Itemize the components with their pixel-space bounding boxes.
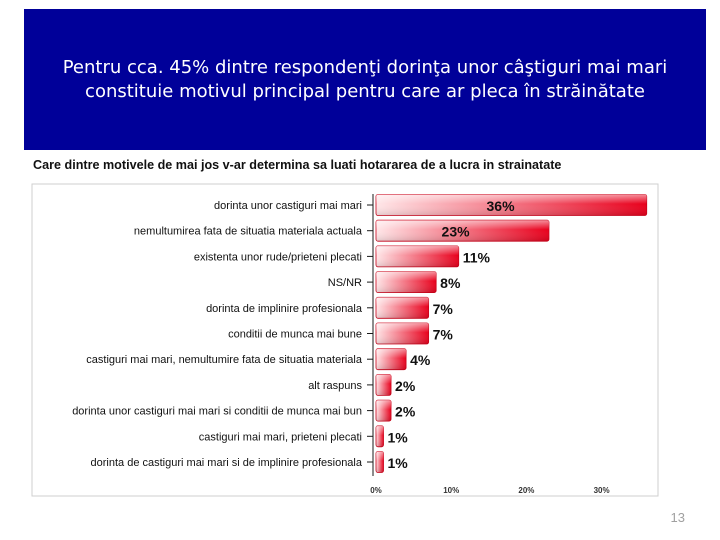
x-tick-label: 10% — [443, 486, 459, 495]
chart-title: Care dintre motivele de mai jos v-ar det… — [33, 158, 561, 172]
category-label: conditii de munca mai bune — [228, 329, 362, 341]
data-label: 7% — [433, 327, 454, 343]
bar-highlight — [376, 194, 647, 216]
category-label: NS/NR — [328, 277, 362, 289]
bar-highlight — [376, 425, 384, 447]
slide-number: 13 — [670, 510, 685, 525]
data-label: 4% — [410, 352, 431, 368]
data-label: 2% — [395, 404, 416, 420]
bar-highlight — [376, 400, 392, 422]
category-label: existenta unor rude/prieteni plecati — [194, 251, 362, 263]
chart-svg: Care dintre motivele de mai jos v-ar det… — [31, 158, 659, 497]
chart: Care dintre motivele de mai jos v-ar det… — [30, 154, 690, 502]
bar-highlight — [376, 451, 384, 473]
bar-highlight — [376, 374, 392, 396]
bar-highlight — [376, 220, 549, 242]
data-label: 2% — [395, 378, 416, 394]
bar-highlight — [376, 297, 429, 319]
category-label: dorinta unor castiguri mai mari — [214, 200, 362, 212]
x-tick-label: 30% — [594, 486, 610, 495]
plot-border — [31, 183, 659, 497]
data-label: 8% — [440, 275, 461, 291]
slide-header: Pentru cca. 45% dintre respondenţi dorin… — [24, 9, 706, 150]
bar-highlight — [376, 245, 459, 267]
data-label: 11% — [463, 249, 491, 265]
category-label: dorinta unor castiguri mai mari si condi… — [72, 406, 362, 418]
data-label: 36% — [487, 198, 516, 214]
category-label: dorinta de castiguri mai mari si de impl… — [91, 457, 363, 469]
x-tick-label: 0% — [370, 486, 382, 495]
data-label: 7% — [433, 301, 454, 317]
bar-highlight — [376, 348, 407, 370]
x-tick-label: 20% — [518, 486, 534, 495]
category-label: nemultumirea fata de situatia materiala … — [134, 226, 363, 238]
bar-highlight — [376, 271, 437, 293]
data-label: 23% — [442, 224, 471, 240]
data-label: 1% — [388, 429, 409, 445]
data-label: 1% — [388, 455, 409, 471]
category-label: castiguri mai mari, prieteni plecati — [199, 431, 362, 443]
category-label: alt raspuns — [308, 380, 362, 392]
slide-title: Pentru cca. 45% dintre respondenţi dorin… — [62, 57, 668, 102]
category-label: castiguri mai mari, nemultumire fata de … — [86, 354, 363, 366]
bar-highlight — [376, 323, 429, 344]
category-label: dorinta de implinire profesionala — [206, 303, 363, 315]
